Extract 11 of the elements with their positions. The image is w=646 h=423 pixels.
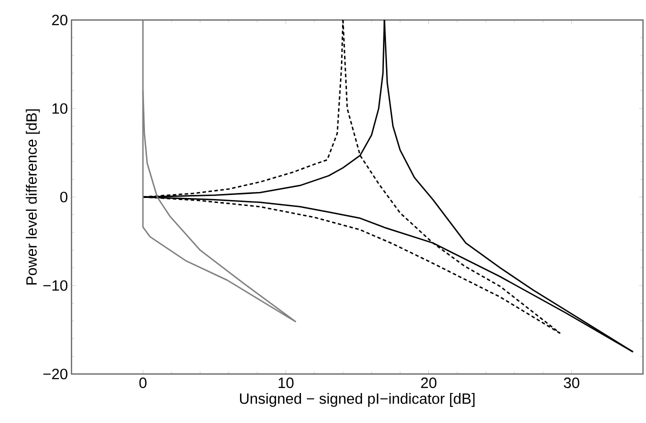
y-tick-label: −20 bbox=[43, 368, 68, 380]
x-tick-label: 30 bbox=[564, 378, 580, 388]
y-axis-title: Power level difference [dB] bbox=[26, 109, 40, 285]
y-tick-label: −10 bbox=[43, 280, 68, 291]
y-tick-label: 20 bbox=[52, 14, 68, 26]
x-tick-label: 0 bbox=[139, 378, 146, 388]
x-tick-label: 10 bbox=[278, 378, 294, 388]
y-tick-label: 0 bbox=[60, 192, 68, 202]
y-tick-label: 10 bbox=[52, 103, 68, 114]
x-axis-title: Unsigned − signed pI−indicator [dB] bbox=[240, 392, 475, 407]
x-tick-label: 20 bbox=[421, 378, 436, 388]
